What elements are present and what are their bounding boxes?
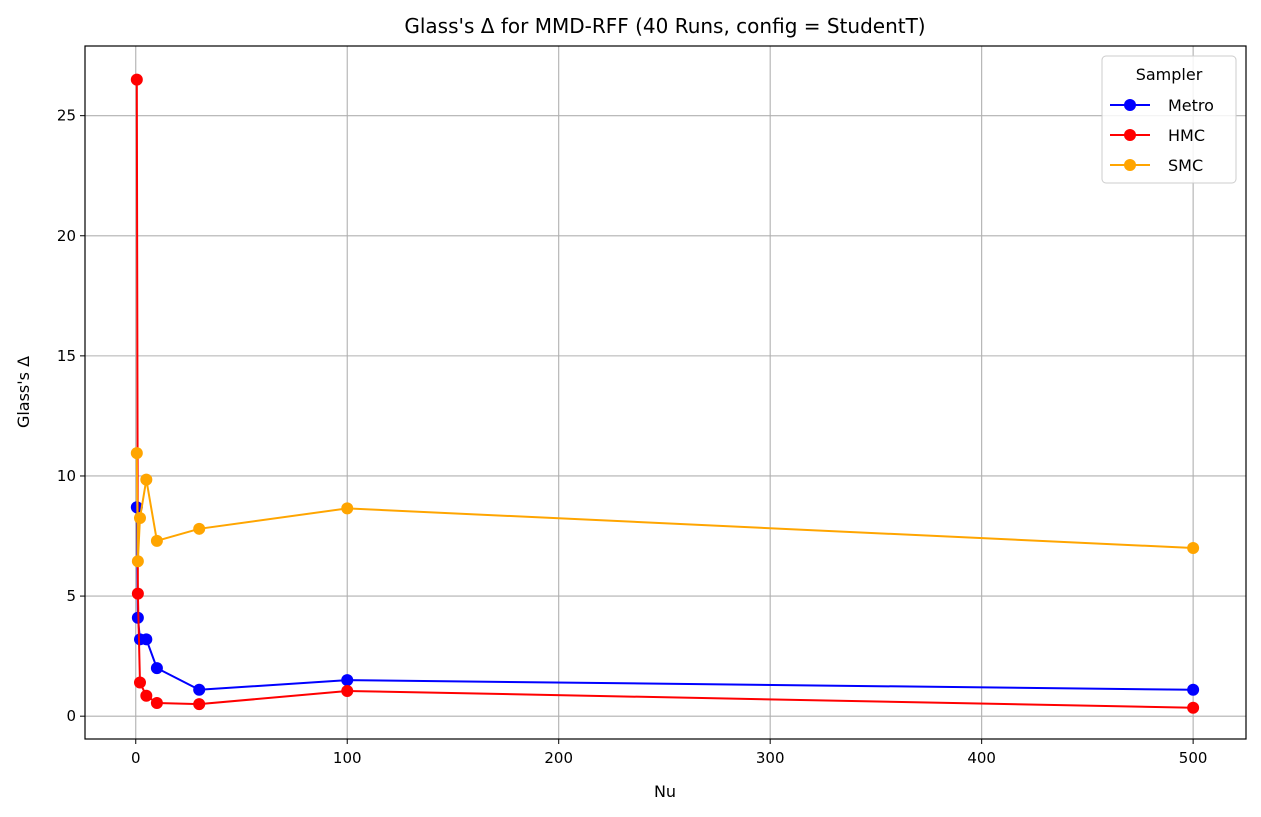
data-point-metro <box>1187 683 1200 696</box>
legend-label-metro: Metro <box>1168 96 1214 115</box>
x-tick-label: 400 <box>967 749 996 767</box>
data-point-metro <box>193 683 206 696</box>
data-point-smc <box>130 447 143 460</box>
chart-title: Glass's Δ for MMD-RFF (40 Runs, config =… <box>404 14 925 38</box>
y-tick-label: 20 <box>57 227 76 245</box>
legend: Sampler Metro HMC SMC <box>1101 55 1237 184</box>
y-tick-label: 25 <box>57 107 76 125</box>
data-point-hmc <box>131 587 144 600</box>
legend-box <box>1101 55 1237 184</box>
ticks: 0 100 200 300 400 500 0 5 10 15 20 25 <box>57 107 1208 767</box>
series-group <box>130 73 1200 714</box>
legend-entries: Metro HMC SMC <box>1110 96 1214 175</box>
y-tick-label: 10 <box>57 467 76 485</box>
data-point-metro <box>341 674 354 687</box>
data-point-hmc <box>133 676 146 689</box>
data-point-hmc <box>140 689 153 702</box>
data-point-hmc <box>130 73 143 86</box>
data-point-smc <box>193 522 206 535</box>
x-tick-label: 0 <box>131 749 141 767</box>
x-tick-label: 500 <box>1179 749 1208 767</box>
data-point-smc <box>133 512 146 525</box>
y-tick-label: 5 <box>66 587 76 605</box>
data-point-smc <box>341 502 354 515</box>
series-line-smc <box>135 453 1194 563</box>
y-tick-label: 0 <box>66 707 76 725</box>
data-point-hmc <box>341 684 354 697</box>
x-tick-label: 300 <box>756 749 785 767</box>
legend-label-smc: SMC <box>1168 156 1203 175</box>
data-point-smc <box>140 473 153 486</box>
legend-label-hmc: HMC <box>1168 126 1205 145</box>
series-line-hmc <box>135 79 1194 709</box>
y-tick-label: 15 <box>57 347 76 365</box>
plot-frame <box>84 45 1247 740</box>
x-axis-label: Nu <box>654 782 676 801</box>
data-point-smc <box>1187 542 1200 555</box>
legend-title: Sampler <box>1136 65 1203 84</box>
legend-marker-hmc <box>1124 129 1136 141</box>
data-point-hmc <box>150 696 163 709</box>
x-tick-label: 100 <box>333 749 362 767</box>
legend-marker-metro <box>1124 99 1136 111</box>
data-point-hmc <box>193 698 206 711</box>
data-point-smc <box>150 534 163 547</box>
y-axis-label: Glass's Δ <box>14 356 33 428</box>
legend-marker-smc <box>1124 159 1136 171</box>
data-point-metro <box>150 662 163 675</box>
x-tick-label: 200 <box>544 749 573 767</box>
data-point-metro <box>140 633 153 646</box>
data-point-hmc <box>1187 701 1200 714</box>
data-point-smc <box>131 555 144 568</box>
